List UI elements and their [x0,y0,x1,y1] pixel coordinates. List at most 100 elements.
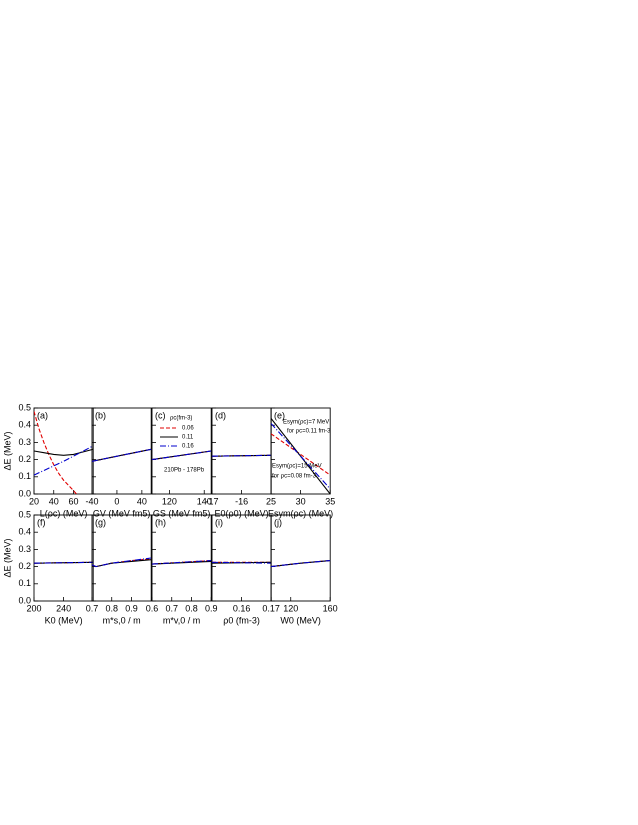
panel-label: (h) [155,517,166,527]
panel: 0.6 0.7 0.8 0.9 m*v,0 / m (h) [146,514,218,625]
x-tick-label: -40 [85,496,98,506]
annotation: Esym(ρc)=15 MeV [272,464,322,470]
x-axis-label: GV (MeV fm5) [93,508,151,518]
x-axis-label: GS (MeV fm5) [153,508,211,518]
x-tick-label: 0 [114,496,119,506]
y-tick-label: 0.1 [18,471,31,481]
legend-label: 0.16 [182,444,194,450]
panel: 120 140 GS (MeV fm5) (c) 0.06 0.11 0.16 ρc(fm-3… [151,407,212,518]
x-axis-label: Esym(ρc) (MeV) [268,508,333,518]
x-tick-label: 25 [266,496,276,506]
x-tick-label: 200 [26,603,41,613]
y-tick-label: 0.1 [18,578,31,588]
x-tick-label: 30 [296,496,306,506]
series-line [152,450,212,461]
x-tick-label: 20 [29,496,39,506]
x-tick-label: 0.7 [86,603,99,613]
annotation: 210Pb - 178Pb [164,468,205,474]
y-tick-label: 0.4 [18,527,31,537]
series-line [152,560,212,565]
series-line [34,561,94,564]
series-line [271,560,331,568]
x-tick-label: 0.9 [125,603,138,613]
x-axis-label: ρ0 (fm-3) [223,615,260,625]
y-tick-label: 0.0 [18,488,31,498]
panel-label: (b) [95,410,106,420]
panel-frame [91,514,152,602]
panel-frame [270,514,331,602]
panel: -17 -16 E0(ρ0) (MeV) (d) [205,407,272,518]
x-tick-label: 0.16 [233,603,251,613]
x-axis-label: W0 (MeV) [280,615,321,625]
x-tick-label: 240 [56,603,71,613]
x-tick-label: 120 [162,496,177,506]
y-tick-label: 0.3 [18,437,31,447]
y-tick-label: 0.2 [18,454,31,464]
panel-label: (j) [274,517,282,527]
x-tick-label: 0.17 [262,603,280,613]
series-line [152,560,212,565]
annotation: Esym(ρc)=7 MeV [283,420,329,426]
series-line [212,561,272,564]
y-tick-label: 0.5 [18,509,31,519]
panel: 25 30 35 Esym(ρc) (MeV) (e)Esym(ρc)=7 MeV for… [266,407,335,518]
x-tick-label: 0.6 [146,603,159,613]
x-tick-label: 0.8 [105,603,118,613]
annotation: for ρc=0.11 fm-3 [287,429,331,435]
panel-label: (i) [215,517,223,527]
x-tick-label: -16 [235,496,248,506]
x-tick-label: 120 [283,603,298,613]
panel-frame [33,514,94,602]
panel: 20 40 60 0.0 0.1 0.2 0.3 0.4 0.5 L(ρc) (MeV) ΔE (M… [2,402,94,518]
x-axis-label: K0 (MeV) [45,615,83,625]
panel-label: (a) [37,410,48,420]
y-tick-label: 0.4 [18,420,31,430]
series-line [92,448,152,462]
panel-frame [211,514,272,602]
legend-label: 0.06 [182,426,194,432]
series-line [212,561,272,564]
panel-label: (g) [95,517,106,527]
x-tick-label: 0.7 [165,603,178,613]
panel-label: (d) [215,410,226,420]
y-tick-label: 0.2 [18,561,31,571]
y-tick-label: 0.0 [18,595,31,605]
x-axis-label: m*s,0 / m [103,615,141,625]
series-line [92,557,152,568]
panel-label: (c) [155,410,166,420]
x-tick-label: 60 [68,496,78,506]
x-axis-label: L(ρc) (MeV) [40,508,88,518]
legend-title: ρc(fm-3) [170,416,192,422]
series-line [34,448,94,456]
x-tick-label: 40 [137,496,147,506]
panel-label: (e) [274,410,285,420]
x-tick-label: 40 [49,496,59,506]
x-tick-label: 0.8 [185,603,198,613]
y-tick-label: 0.5 [18,402,31,412]
panel: 0.7 0.8 0.9 m*s,0 / m (g) [86,514,152,625]
legend-label: 0.11 [182,435,194,441]
x-tick-label: 140 [197,496,212,506]
panel-frame [151,514,212,602]
panel-frame [270,407,331,495]
series-line [271,433,331,476]
y-axis-label: ΔE (MeV) [2,431,12,470]
panel-frame [91,407,152,495]
panel: 200 240 0.0 0.1 0.2 0.3 0.4 0.5 K0 (MeV) ΔE (MeV)… [2,509,94,625]
y-tick-label: 0.3 [18,544,31,554]
panel-frame [211,407,272,495]
series-line [92,559,152,568]
x-tick-label: 35 [325,496,335,506]
series-line [212,454,272,457]
x-axis-label: E0(ρ0) (MeV) [215,508,269,518]
series-line [34,411,77,494]
y-axis-label: ΔE (MeV) [2,538,12,577]
x-tick-label: 0.9 [205,603,218,613]
annotation: for ρc=0.08 fm-3 [272,474,317,480]
panel-label: (f) [37,517,46,527]
series-line [34,445,94,476]
x-tick-label: -17 [205,496,218,506]
